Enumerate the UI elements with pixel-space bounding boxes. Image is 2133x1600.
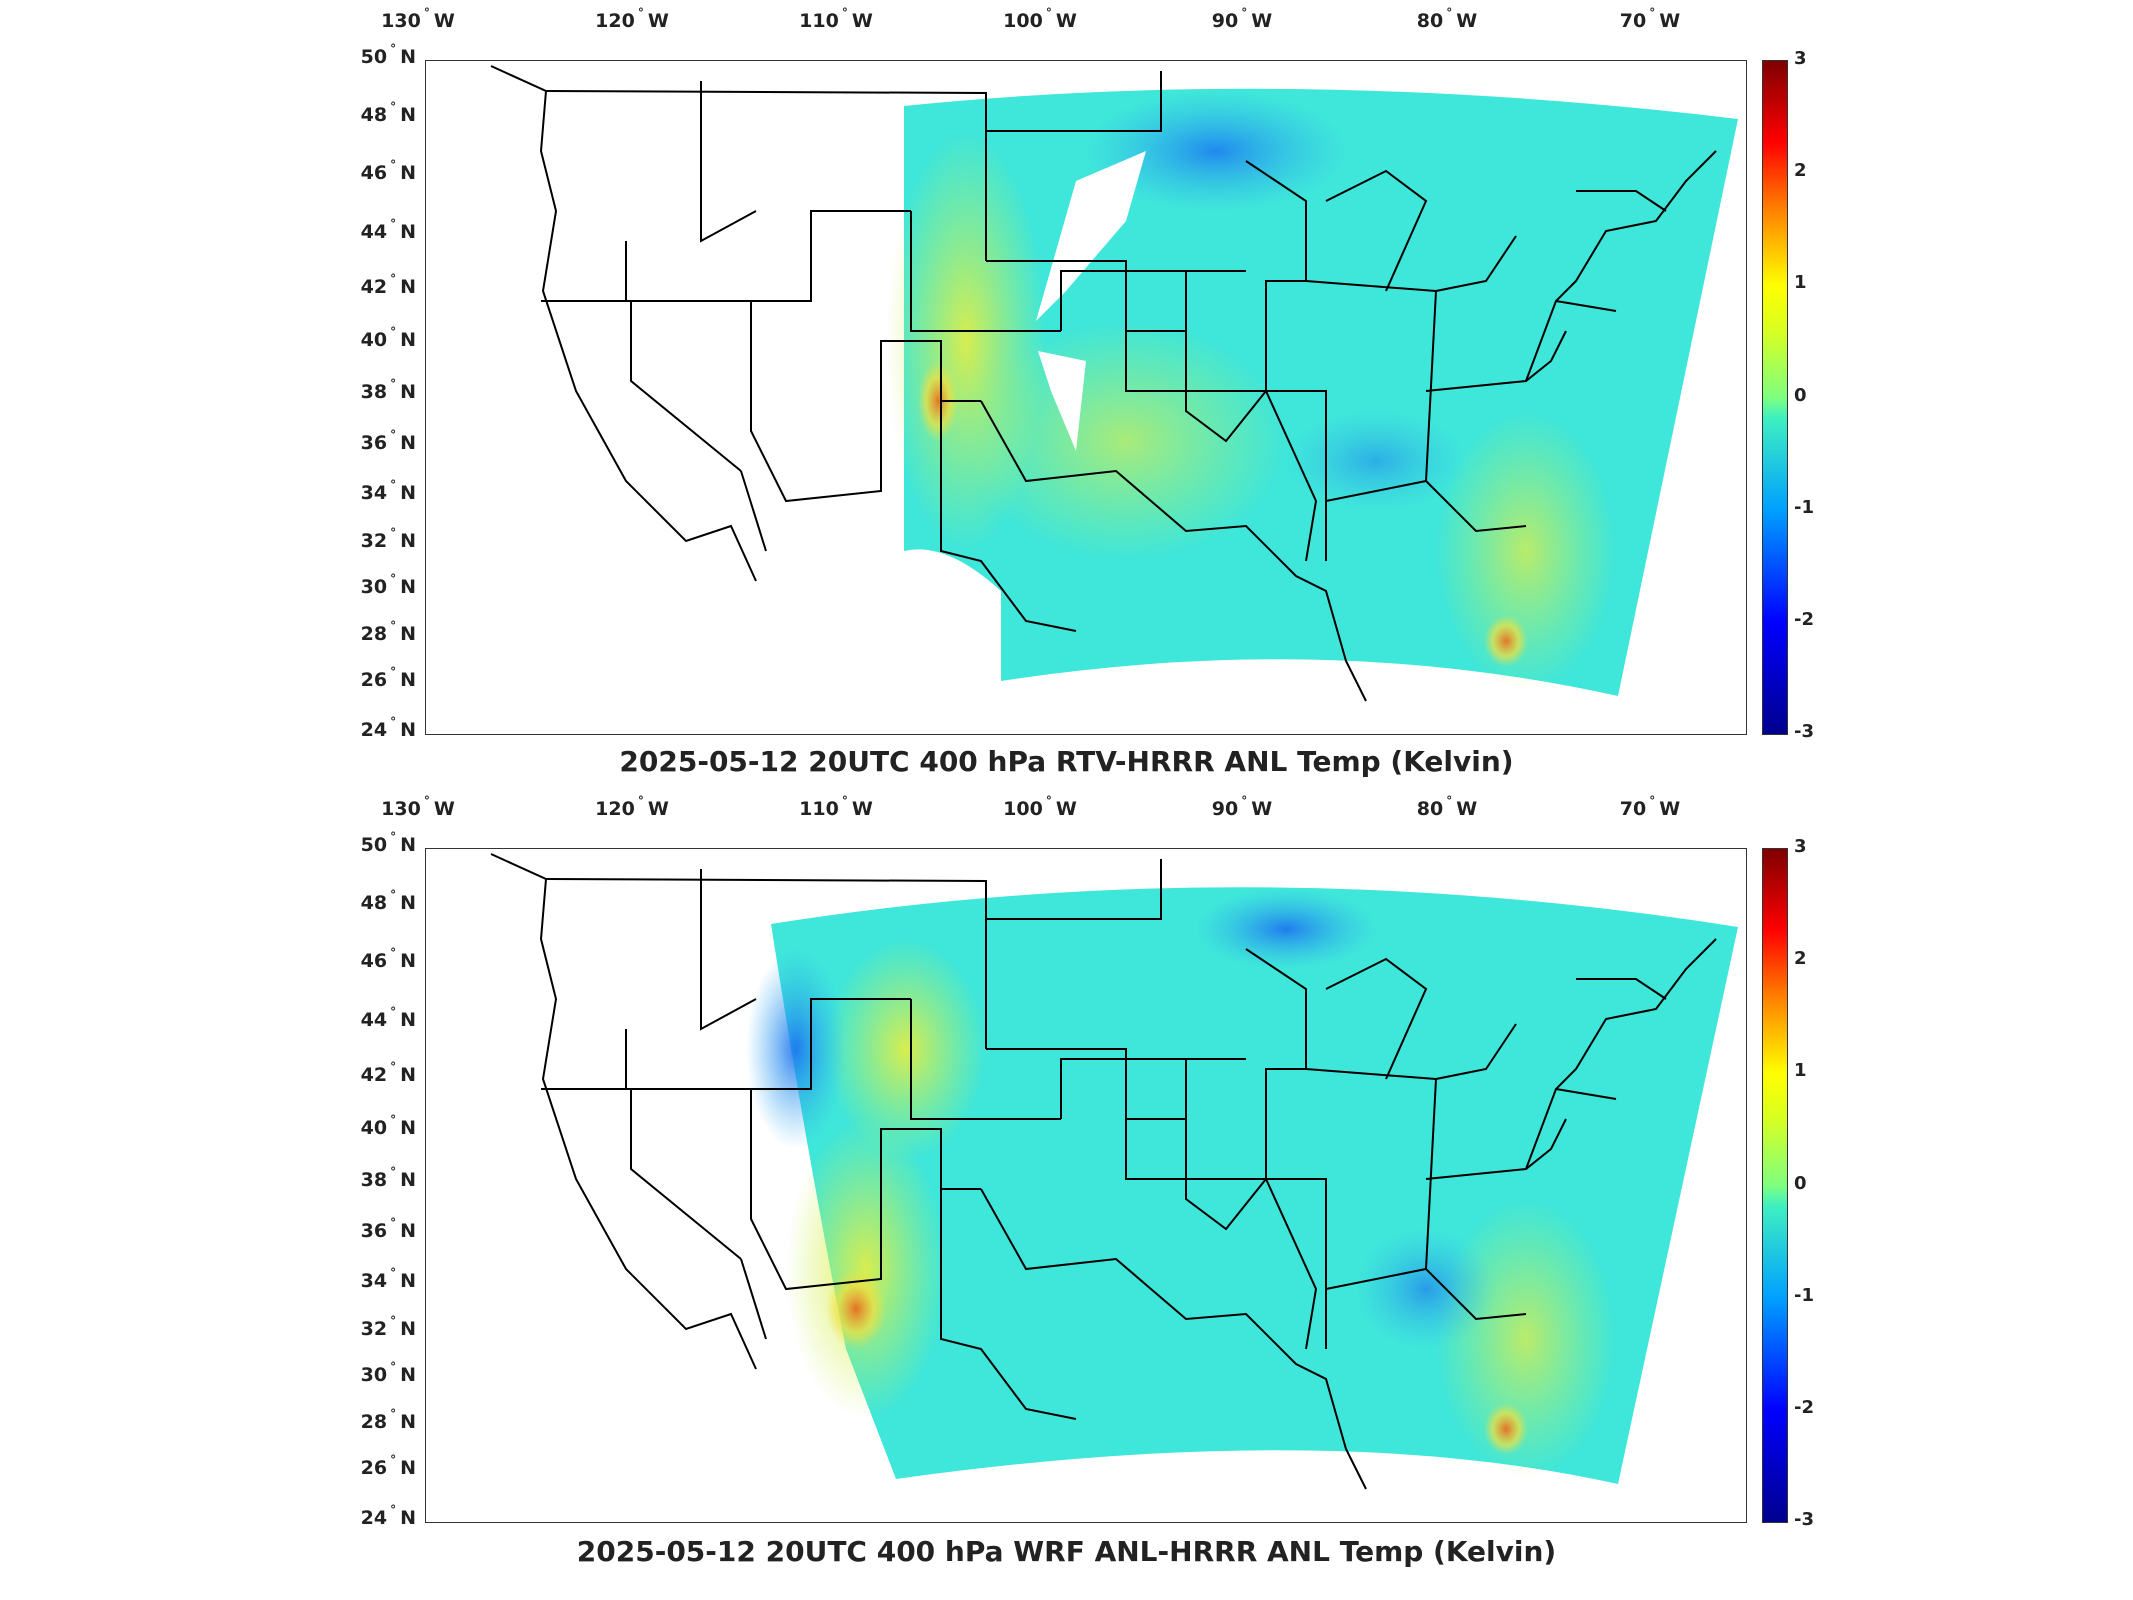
latitude-tick-label: 40 ° N [360,1113,416,1139]
boundaries [490,853,1717,1490]
map-plot-area [425,848,1747,1523]
colorbar-tick-label: 0 [1794,384,1807,406]
colorbar-tick-label: 0 [1794,1172,1807,1194]
latitude-tick-label: 50 ° N [360,42,416,68]
cool-region [1286,411,1466,511]
colorbar [1762,60,1788,735]
longitude-tick-label: 110 ° W [799,6,873,32]
cool-region [746,949,846,1149]
missing-data-patch [1036,151,1146,321]
colorbar-tick-label: 3 [1794,836,1807,857]
panel-title: 2025-05-12 20UTC 400 hPa RTV-HRRR ANL Te… [619,745,1514,778]
latitude-tick-label: 28 ° N [360,1407,416,1433]
latitude-tick-label: 34 ° N [360,1266,416,1292]
longitude-tick-label: 90 ° W [1211,794,1273,820]
latitude-tick-label: 46 ° N [360,158,416,184]
warm-region [966,321,1286,561]
hot-spot [918,361,958,441]
longitude-tick-label: 80 ° W [1416,6,1478,32]
map-plot-area [425,60,1747,735]
latitude-tick-label: 40 ° N [360,325,416,351]
cool-region [1086,91,1346,211]
latitude-tick-label: 44 ° N [360,217,416,243]
longitude-tick-label: 80 ° W [1416,794,1478,820]
warm-region [1436,411,1616,691]
colorbar-tick-label: -3 [1794,1509,1814,1530]
warm-region [826,939,986,1159]
longitude-tick-label: 70 ° W [1619,794,1681,820]
temperature-field-map [490,65,1738,702]
longitude-tick-label: 130 ° W [381,794,455,820]
latitude-tick-label: 36 ° N [360,1216,416,1242]
latitude-tick-label: 26 ° N [360,665,416,691]
colorbar-tick-label: -3 [1794,721,1814,742]
top-panel: 130 ° W 120 ° W 110 ° W 100 ° W 90 ° W 80 ° W 70 ° W 50 ° N 48 °… [360,6,1814,778]
hot-spot [1484,615,1528,667]
latitude-tick-label: 42 ° N [360,1060,416,1086]
latitude-tick-label: 30 ° N [360,572,416,598]
longitude-tick-label: 70 ° W [1619,6,1681,32]
latitude-tick-label: 30 ° N [360,1360,416,1386]
latitude-tick-label: 24 ° N [360,1503,416,1529]
latitude-tick-label: 46 ° N [360,946,416,972]
missing-data-patch [1038,351,1086,451]
longitude-tick-label: 110 ° W [799,794,873,820]
colorbar-tick-label: -2 [1794,608,1814,630]
cool-region [1356,1229,1496,1349]
latitude-tick-label: 38 ° N [360,1165,416,1191]
latitude-tick-label: 26 ° N [360,1453,416,1479]
latitude-tick-label: 44 ° N [360,1005,416,1031]
latitude-tick-label: 42 ° N [360,272,416,298]
latitude-tick-label: 34 ° N [360,478,416,504]
hot-spot [1484,1403,1528,1455]
longitude-tick-label: 120 ° W [595,6,669,32]
latitude-tick-label: 38 ° N [360,377,416,403]
latitude-tick-label: 24 ° N [360,715,416,741]
boundaries [490,65,1717,702]
latitude-tick-label: 48 ° N [360,888,416,914]
panel-title: 2025-05-12 20UTC 400 hPa WRF ANL-HRRR AN… [576,1535,1557,1568]
colorbar-tick-label: -2 [1794,1396,1814,1418]
latitude-tick-label: 32 ° N [360,1314,416,1340]
colorbar-tick-label: 2 [1794,160,1807,182]
bottom-panel: 130 ° W 120 ° W 110 ° W 100 ° W 90 ° W 80 ° W 70 ° W 50 ° N 48 °… [0,790,2133,1600]
latitude-tick-label: 50 ° N [360,830,416,856]
colorbar-tick-label: -1 [1794,1284,1814,1306]
colorbar-tick-label: 3 [1794,48,1807,69]
warm-region [786,1119,946,1419]
longitude-tick-label: 120 ° W [595,794,669,820]
latitude-tick-label: 48 ° N [360,100,416,126]
colorbar-tick-label: 1 [1794,272,1807,294]
longitude-tick-label: 130 ° W [381,6,455,32]
longitude-tick-label: 100 ° W [1003,6,1077,32]
latitude-tick-label: 36 ° N [360,428,416,454]
hot-spot [826,1269,886,1349]
longitude-tick-label: 90 ° W [1211,6,1273,32]
latitude-tick-label: 32 ° N [360,526,416,552]
temperature-field-map [490,853,1738,1490]
colorbar [1762,848,1788,1523]
longitude-tick-label: 100 ° W [1003,794,1077,820]
colorbar-tick-label: -1 [1794,496,1814,518]
latitude-tick-label: 28 ° N [360,619,416,645]
cool-region [1196,889,1376,969]
colorbar-tick-label: 2 [1794,948,1807,970]
colorbar-tick-label: 1 [1794,1060,1807,1082]
